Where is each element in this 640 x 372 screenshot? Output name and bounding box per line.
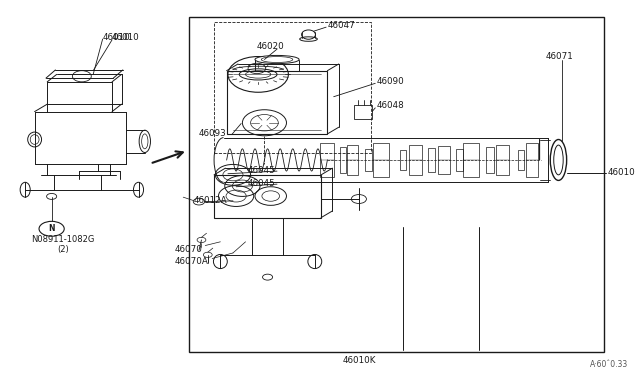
Ellipse shape [255, 55, 299, 64]
Text: N: N [49, 224, 55, 233]
Text: 46090: 46090 [376, 77, 404, 86]
Ellipse shape [139, 130, 150, 153]
Text: 46045: 46045 [248, 179, 276, 187]
Text: 46020: 46020 [257, 42, 285, 51]
Bar [463, 143, 479, 177]
Bar [428, 148, 435, 172]
Ellipse shape [134, 182, 143, 197]
Bar [486, 147, 493, 173]
Ellipse shape [20, 182, 30, 197]
Text: 46012A: 46012A [194, 196, 228, 205]
Bar [409, 145, 422, 175]
Bar [340, 147, 346, 173]
Text: 46047: 46047 [328, 21, 355, 30]
Bar [518, 150, 524, 170]
Text: 46070: 46070 [175, 245, 203, 254]
Text: (2): (2) [57, 245, 69, 254]
Circle shape [47, 193, 57, 199]
Text: 46010K: 46010K [342, 356, 376, 365]
Bar [227, 71, 328, 134]
Circle shape [39, 221, 64, 236]
Text: 46093: 46093 [198, 129, 226, 138]
Bar [495, 145, 509, 175]
Text: 46010: 46010 [607, 169, 636, 177]
Bar [355, 105, 372, 119]
Bar [373, 143, 388, 177]
Text: 46071: 46071 [546, 52, 573, 61]
Bar [214, 22, 371, 153]
Text: 46070A: 46070A [175, 257, 209, 266]
Bar [438, 146, 450, 174]
Bar [400, 150, 406, 170]
Text: 46010: 46010 [112, 33, 140, 42]
Bar [365, 149, 372, 171]
Bar [214, 175, 321, 218]
Bar [347, 145, 358, 175]
Ellipse shape [28, 132, 42, 147]
Bar [456, 149, 463, 171]
Text: 46010: 46010 [102, 33, 131, 42]
Text: 46045: 46045 [248, 166, 276, 174]
Text: A·60ˆ0.33: A·60ˆ0.33 [590, 360, 628, 369]
Text: N08911-1082G: N08911-1082G [31, 235, 95, 244]
Bar [526, 143, 538, 177]
Text: 46048: 46048 [376, 101, 404, 110]
Bar [321, 143, 334, 177]
Bar [189, 17, 604, 352]
